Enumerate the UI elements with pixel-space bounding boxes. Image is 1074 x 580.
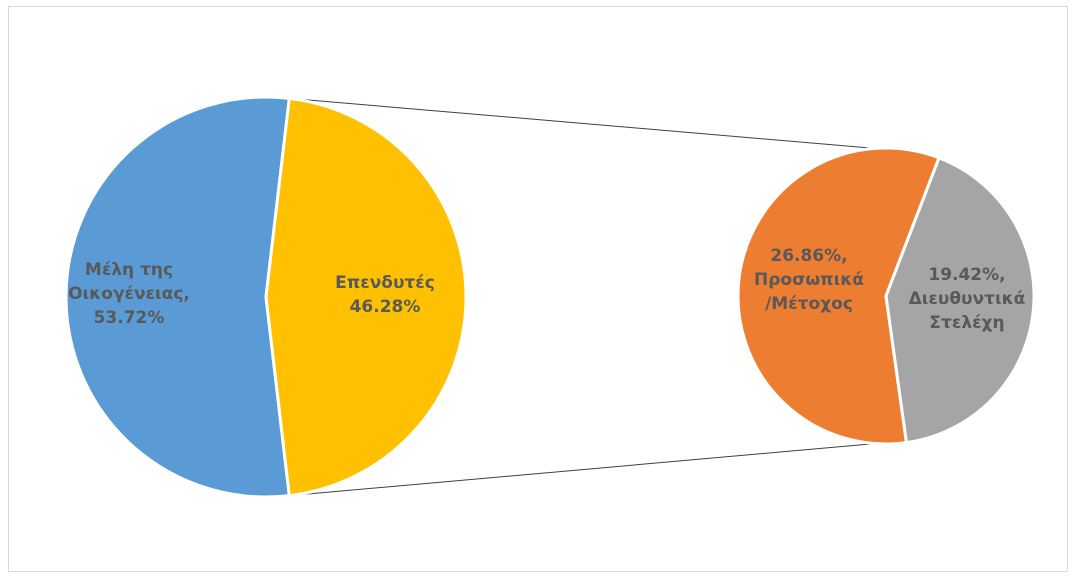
label-executives-line: Διευθυντικά xyxy=(909,289,1026,309)
label-family-line: 53.72% xyxy=(94,308,165,328)
label-personal: 26.86%, Προσωπικά/Μέτοχος xyxy=(754,246,864,314)
slice-investors xyxy=(264,96,468,498)
label-personal-line: /Μέτοχος xyxy=(765,294,853,314)
label-investors-line: Επενδυτές xyxy=(335,273,435,293)
label-family: Μέλη της Οικογένειας, 53.72% xyxy=(68,260,190,328)
label-executives-line: 19.42%, xyxy=(928,265,1005,285)
slice-personal xyxy=(736,146,941,446)
label-family-line: Μέλη της xyxy=(85,260,173,280)
pie-of-pie-chart: Μέλη της Οικογένειας, 53.72% Επενδυτές 46.28… xyxy=(64,95,1036,499)
label-executives-line: Στελέχη xyxy=(929,313,1004,333)
chart-frame: Μέλη της Οικογένειας, 53.72% Επενδυτές 46.28… xyxy=(8,6,1068,572)
label-personal-line: 26.86%, xyxy=(770,246,847,266)
data-labels: Μέλη της Οικογένειας, 53.72% Επενδυτές 46.28… xyxy=(68,246,1025,333)
connector-bottom xyxy=(289,443,877,497)
label-investors: Επενδυτές 46.28% xyxy=(335,273,435,317)
connector-top xyxy=(289,97,877,149)
slice-family xyxy=(64,95,291,499)
label-executives: 19.42%, Διευθυντικά Στελέχη xyxy=(909,265,1026,333)
connector-lines xyxy=(289,97,877,497)
label-family-line: Οικογένειας, xyxy=(68,284,190,304)
label-investors-line: 46.28% xyxy=(350,297,421,317)
label-personal-line: Προσωπικά xyxy=(754,270,864,290)
main-pie xyxy=(64,95,468,499)
slice-executives xyxy=(884,155,1036,445)
secondary-pie xyxy=(736,146,1036,446)
